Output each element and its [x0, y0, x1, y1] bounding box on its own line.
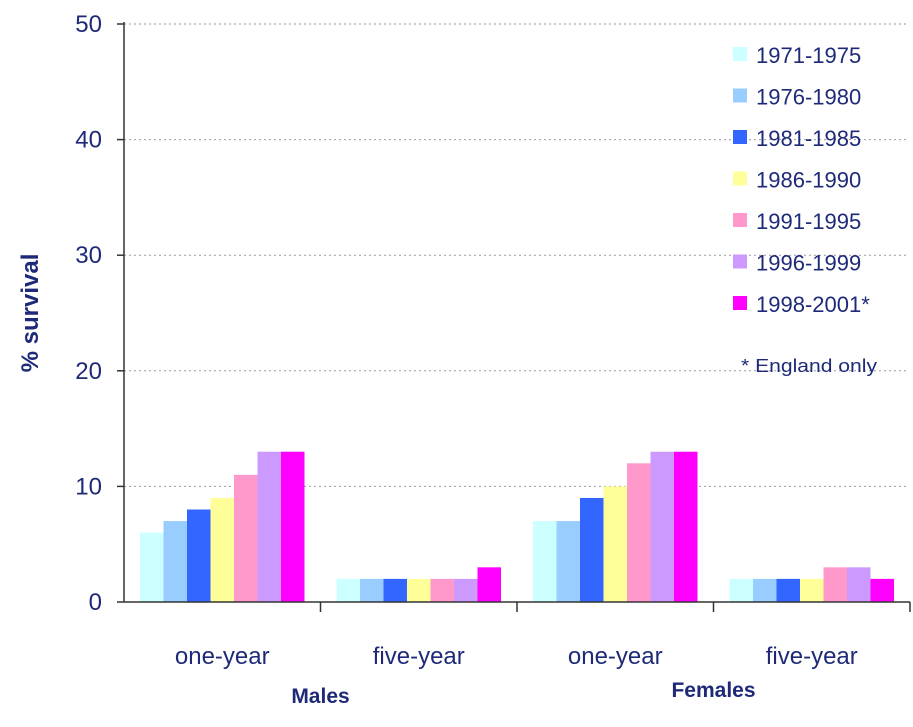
- bar-1981-1985-3: [776, 578, 800, 602]
- y-tick-label: 50: [75, 11, 102, 38]
- bar-1971-1975-2: [533, 521, 557, 602]
- bar-1971-1975-1: [336, 578, 360, 602]
- bar-1981-1985-1: [383, 578, 407, 602]
- category-label: one-year: [175, 643, 270, 670]
- bar-1998-2001-2: [674, 451, 698, 602]
- y-tick-label: 20: [75, 358, 102, 385]
- legend-label: 1991-1995: [756, 209, 861, 234]
- legend-swatch: [733, 296, 747, 310]
- bar-1996-1999-2: [650, 451, 674, 602]
- bar-1986-1990-2: [603, 486, 627, 602]
- bar-1981-1985-0: [187, 509, 211, 602]
- bar-1991-1995-3: [823, 567, 847, 602]
- group-label: Males: [291, 685, 349, 708]
- legend-swatch: [733, 213, 747, 227]
- legend-swatch: [733, 254, 747, 269]
- bar-1971-1975-0: [140, 532, 164, 602]
- bar-1976-1980-1: [360, 578, 384, 602]
- legend-label: 1971-1975: [756, 43, 861, 68]
- group-label: Females: [671, 679, 755, 702]
- legend-label: 1981-1985: [756, 126, 861, 151]
- bar-1998-2001-3: [870, 578, 894, 602]
- y-tick-label: 10: [75, 473, 102, 500]
- legend-swatch: [733, 47, 747, 61]
- legend-label: 1976-1980: [756, 85, 861, 110]
- y-tick-labels: 0 10 20 30 40 50: [75, 11, 102, 616]
- bar-1996-1999-0: [257, 451, 281, 602]
- legend: 1971-1975 1976-1980 1981-1985 1986-1990 1991…: [733, 43, 870, 317]
- bar-1976-1980-2: [556, 521, 580, 602]
- bar-1971-1975-3: [729, 578, 753, 602]
- legend-swatch: [733, 171, 747, 186]
- legend-footnote: * England only: [741, 356, 877, 376]
- legend-swatch: [733, 130, 747, 144]
- y-tick-label: 0: [89, 589, 102, 616]
- legend-label: 1986-1990: [756, 168, 861, 193]
- y-axis-label: % survival: [17, 254, 44, 373]
- legend-swatch: [733, 88, 747, 103]
- axes: [117, 22, 911, 612]
- y-tick-label: 30: [75, 242, 102, 269]
- bar-1996-1999-1: [454, 578, 478, 602]
- category-label: five-year: [766, 643, 858, 670]
- bar-1998-2001-1: [477, 567, 501, 602]
- bar-1991-1995-0: [234, 474, 258, 602]
- bar-1991-1995-2: [627, 463, 651, 602]
- bar-1991-1995-1: [430, 578, 454, 602]
- group-labels: Males Females: [291, 679, 755, 708]
- bar-1986-1990-1: [407, 578, 431, 602]
- legend-label: 1996-1999: [756, 251, 861, 276]
- bar-1986-1990-3: [800, 578, 824, 602]
- legend-label: 1998-2001*: [756, 292, 870, 317]
- bar-1996-1999-3: [847, 567, 871, 602]
- category-label: five-year: [373, 643, 465, 670]
- bar-1981-1985-2: [580, 497, 604, 602]
- category-label: one-year: [568, 643, 663, 670]
- bar-1998-2001-0: [281, 451, 305, 602]
- bar-1976-1980-3: [753, 578, 777, 602]
- bar-1976-1980-0: [163, 521, 187, 602]
- bars: [140, 451, 894, 602]
- y-tick-label: 40: [75, 127, 102, 154]
- category-labels: one-year five-year one-year five-year: [175, 643, 858, 670]
- bar-1986-1990-0: [210, 497, 234, 602]
